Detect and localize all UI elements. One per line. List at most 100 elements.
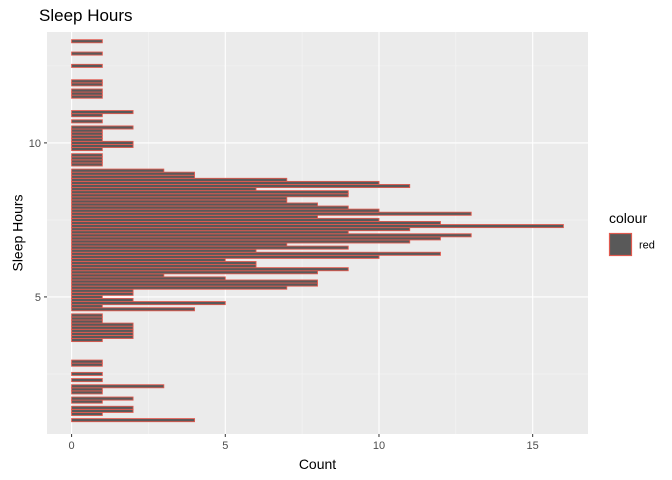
bar xyxy=(71,316,103,321)
x-axis-title: Count xyxy=(299,456,336,472)
axes-layer: 0 5 10 15 5 10 xyxy=(29,138,539,452)
bar xyxy=(71,254,380,259)
bar xyxy=(71,230,349,235)
bar xyxy=(71,288,134,293)
bar xyxy=(71,408,134,413)
bar xyxy=(71,199,288,204)
bar xyxy=(71,168,165,173)
bar xyxy=(71,137,103,142)
bar xyxy=(71,190,349,195)
bar xyxy=(71,322,134,327)
bar xyxy=(71,236,441,241)
bar xyxy=(71,88,103,93)
bar xyxy=(71,128,103,133)
bar xyxy=(71,301,226,306)
bar xyxy=(71,248,257,253)
bar xyxy=(71,220,441,225)
bar xyxy=(71,156,103,161)
bar xyxy=(71,180,380,185)
bar xyxy=(71,304,103,309)
bar xyxy=(71,399,103,404)
bar xyxy=(71,294,103,299)
bar xyxy=(71,245,349,250)
bar xyxy=(71,261,257,266)
bar xyxy=(71,298,134,302)
bar xyxy=(71,51,103,56)
bar xyxy=(71,147,103,152)
bar xyxy=(71,211,472,216)
bar xyxy=(71,279,318,284)
bar xyxy=(71,378,103,383)
bar xyxy=(71,319,103,324)
bar xyxy=(71,159,103,164)
bar xyxy=(71,125,134,130)
x-tick-label: 15 xyxy=(527,440,539,452)
bar xyxy=(71,196,288,201)
bar xyxy=(71,384,165,389)
major-gridlines xyxy=(47,32,588,434)
bar xyxy=(71,307,195,312)
bar xyxy=(71,270,318,275)
bar xyxy=(71,387,103,392)
bar xyxy=(71,174,195,179)
bar xyxy=(71,371,103,376)
bar xyxy=(71,276,226,281)
bar xyxy=(71,273,165,278)
bar xyxy=(71,224,564,229)
bar xyxy=(71,131,103,136)
bar xyxy=(71,39,103,44)
chart-title: Sleep Hours xyxy=(39,6,133,25)
bar xyxy=(71,162,103,167)
bar xyxy=(71,113,103,118)
bar xyxy=(71,390,103,395)
bar xyxy=(71,267,349,272)
bar xyxy=(71,362,103,367)
bar xyxy=(71,134,103,139)
bar xyxy=(71,285,288,290)
bar xyxy=(71,214,318,219)
bar xyxy=(71,171,195,176)
bar xyxy=(71,184,411,189)
bar xyxy=(71,177,288,182)
bar xyxy=(71,239,411,244)
bar xyxy=(71,208,380,213)
bar xyxy=(71,119,103,124)
bars-layer xyxy=(71,39,564,423)
bar xyxy=(71,405,134,410)
bar xyxy=(71,418,195,423)
bar xyxy=(71,334,134,339)
bar xyxy=(71,313,103,318)
bar xyxy=(71,328,134,333)
bar xyxy=(71,82,103,87)
y-tick-label: 10 xyxy=(29,138,41,150)
bar xyxy=(71,291,134,296)
bar xyxy=(71,153,103,158)
bar xyxy=(71,94,103,99)
bar xyxy=(71,193,349,198)
bar xyxy=(71,282,318,287)
bar xyxy=(71,91,103,96)
bar xyxy=(71,227,411,232)
bar xyxy=(71,143,134,148)
bar xyxy=(71,242,288,247)
legend: colour red xyxy=(608,210,655,257)
bar xyxy=(71,233,472,238)
bar xyxy=(71,63,103,68)
bar xyxy=(71,251,441,256)
legend-title: colour xyxy=(609,210,647,226)
bar xyxy=(71,187,257,192)
bar xyxy=(71,110,134,115)
bar xyxy=(71,217,380,222)
x-tick-label: 5 xyxy=(222,440,228,452)
bar xyxy=(71,396,134,401)
bar xyxy=(71,257,226,262)
bar xyxy=(71,202,318,207)
bar xyxy=(71,359,103,364)
bar xyxy=(71,338,103,343)
legend-label: red xyxy=(639,240,655,252)
x-tick-label: 10 xyxy=(373,440,385,452)
y-axis-title: Sleep Hours xyxy=(10,194,26,271)
legend-key-swatch xyxy=(608,232,633,257)
bar xyxy=(71,140,134,145)
